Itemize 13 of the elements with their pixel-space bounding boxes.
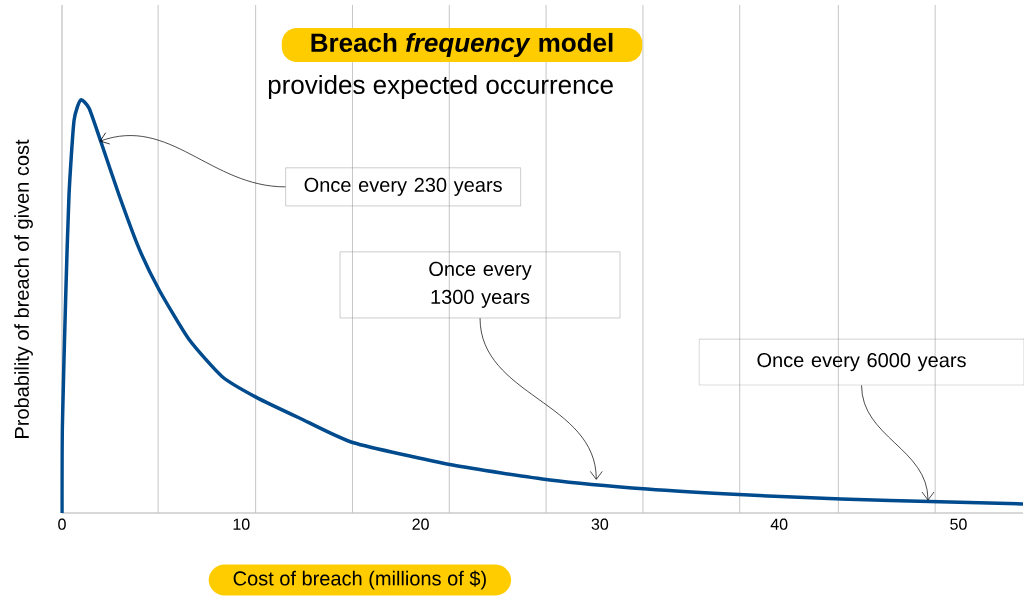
x-axis-title: Cost of breach (millions of $) xyxy=(233,570,486,590)
x-tick-label: 50 xyxy=(950,518,967,530)
x-tick-label: 40 xyxy=(770,518,788,530)
chart-subtitle: provides expected occurrence xyxy=(268,74,613,100)
x-tick-label: 30 xyxy=(591,518,609,530)
x-tick-label: 10 xyxy=(233,518,250,530)
y-axis-title: Probability of breach of given cost xyxy=(14,139,33,438)
annotation: Once every 230 years xyxy=(304,177,502,196)
chart-title: Breach frequency model xyxy=(311,32,613,58)
annotation: Once every 1300 years xyxy=(429,261,532,308)
x-tick-label: 0 xyxy=(58,518,66,530)
x-tick-label: 20 xyxy=(412,518,429,530)
annotation: Once every 6000 years xyxy=(757,353,966,372)
